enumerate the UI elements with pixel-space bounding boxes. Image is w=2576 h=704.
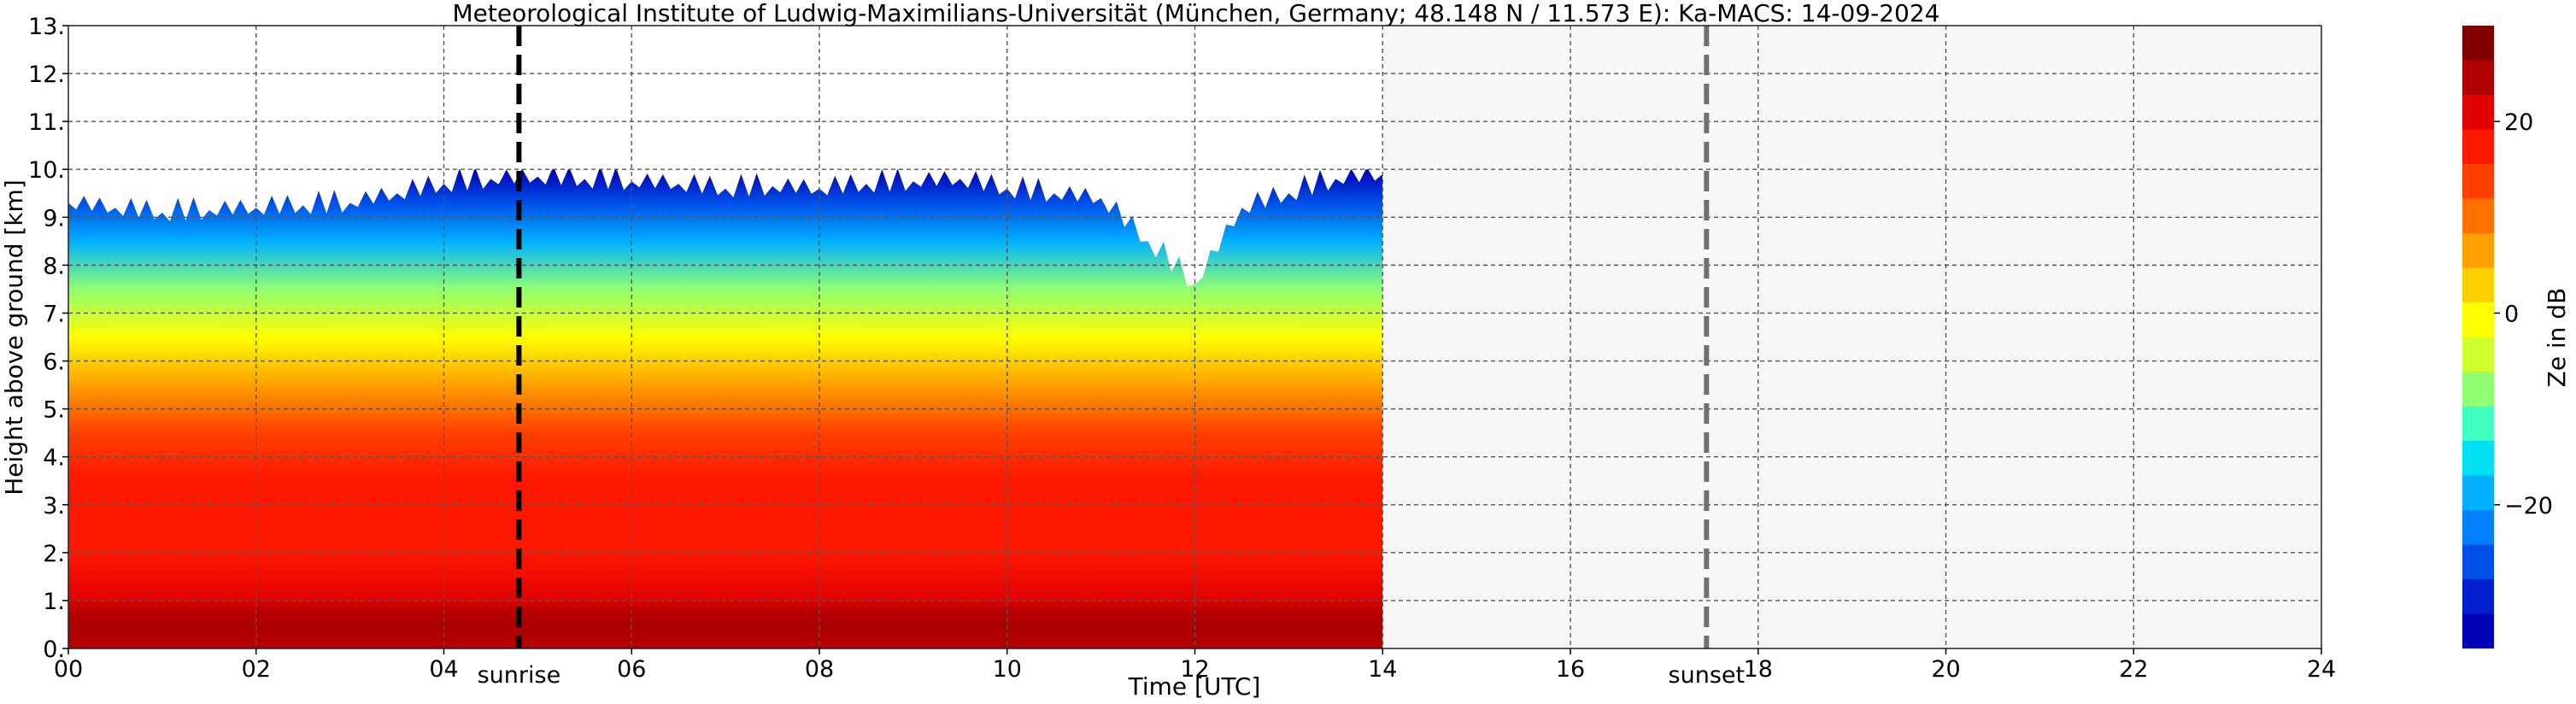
y-tick-label: 7. [43,301,65,327]
y-tick-label: 11. [28,109,65,136]
surface-echo-band [68,610,1383,648]
x-tick-label: 00 [54,656,83,683]
colorbar-label: Ze in dB [2543,288,2571,388]
x-tick-label: 16 [1556,656,1585,683]
y-tick-label: 2. [43,541,65,567]
colorbar-tick-label: −20 [2504,493,2553,519]
colorbar-tick-label: 0 [2504,301,2519,327]
colorbar-ticks: 20 0 −20 [2494,109,2553,519]
x-tick-label: 06 [617,656,646,683]
x-axis: 00 02 04 06 08 10 12 14 16 18 20 22 24 [54,648,2336,683]
sunset-label: sunset [1669,662,1746,689]
sun-markers [516,26,1710,648]
x-tick-label: 02 [242,656,271,683]
y-tick-label: 5. [43,397,65,424]
y-tick-label: 10. [28,157,65,184]
x-axis-label: Time [UTC] [1128,672,1261,701]
y-tick-label: 4. [43,445,65,472]
y-tick-label: 8. [43,253,65,279]
colorbar-tick-label: 20 [2504,109,2533,136]
x-tick-label: 18 [1744,656,1773,683]
y-tick-label: 3. [43,493,65,519]
x-tick-label: 04 [429,656,458,683]
y-axis-label: Height above ground [km] [0,179,28,496]
chart-title: Meteorological Institute of Ludwig-Maxim… [452,0,1939,27]
plot-area [67,25,2322,649]
y-axis: 0. 1. 2. 3. 4. 5. 6. 7. 8. 9. 10. 11. 12. 13. [28,14,68,663]
y-tick-label: 6. [43,349,65,376]
x-tick-label: 08 [805,656,834,683]
x-tick-label: 12 [1180,656,1209,683]
y-tick-label: 13. [28,14,65,40]
colorbar-scale [2462,26,2494,648]
colorbar: 20 0 −20 Ze in dB [2462,26,2571,648]
y-tick-label: 9. [43,205,65,232]
x-tick-label: 20 [1931,656,1960,683]
y-tick-label: 12. [28,62,65,88]
sunrise-label: sunrise [478,662,561,689]
x-tick-label: 10 [993,656,1022,683]
grid-lines [68,26,2321,648]
y-tick-label: 1. [43,589,65,615]
x-tick-label: 24 [2307,656,2336,683]
x-tick-label: 14 [1368,656,1397,683]
y-tick-label: 0. [43,637,65,663]
x-tick-label: 22 [2119,656,2148,683]
no-data-region [1382,26,2321,648]
